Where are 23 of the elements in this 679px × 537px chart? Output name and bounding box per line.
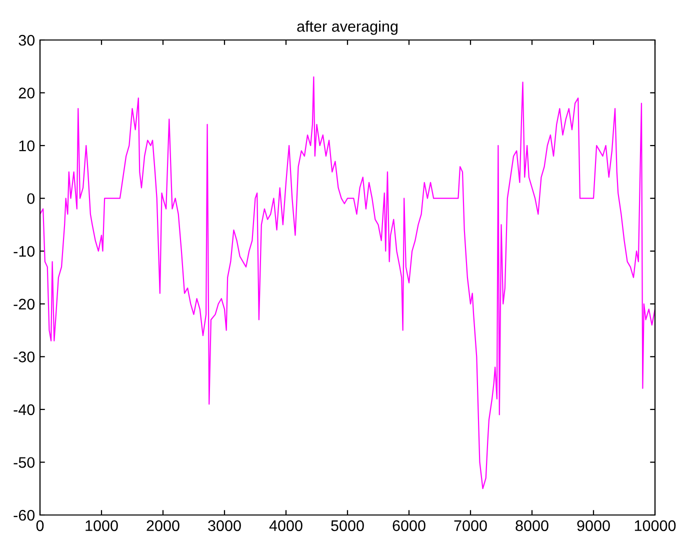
y-tick-label: 20: [18, 88, 35, 98]
line-series: [40, 76, 655, 490]
x-tick-label: 0: [36, 520, 44, 532]
x-tick-label: 3000: [208, 520, 241, 532]
y-tick-label: -10: [14, 246, 35, 257]
x-tick-label: 6000: [392, 520, 426, 532]
y-tick-label: -40: [14, 404, 35, 416]
y-tick-label: -20: [14, 298, 35, 310]
y-tick-label: 0: [27, 193, 35, 204]
chart-title: after averaging: [297, 20, 398, 35]
y-tick-label: -50: [14, 457, 35, 468]
y-tick-label: -30: [14, 352, 35, 362]
x-tick-label: 10000: [634, 520, 676, 532]
y-tick-label: 10: [19, 140, 35, 152]
x-tick-label: 2000: [146, 520, 180, 532]
y-tick-label: 30: [18, 34, 35, 46]
x-tick-label: 7000: [454, 520, 487, 532]
x-tick-label: 9000: [577, 520, 610, 532]
x-tick-label: 4000: [269, 520, 302, 532]
y-tick-label: -60: [14, 510, 35, 521]
x-tick-label: 8000: [516, 520, 548, 532]
x-tick-label: 1000: [86, 520, 118, 532]
x-tick-label: 5000: [331, 520, 364, 532]
